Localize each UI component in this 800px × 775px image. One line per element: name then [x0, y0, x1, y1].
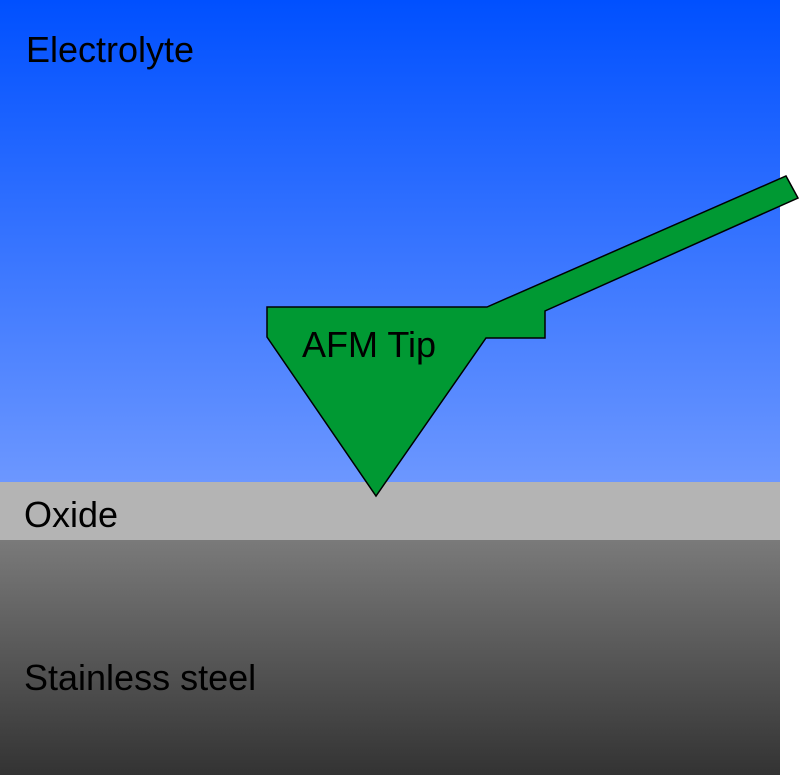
- oxide-label: Oxide: [24, 494, 119, 535]
- stainless-steel-label: Stainless steel: [24, 657, 257, 698]
- afm-tip-label: AFM Tip: [302, 324, 437, 365]
- electrolyte-label: Electrolyte: [26, 29, 195, 70]
- stainless-steel-layer: [0, 540, 780, 775]
- afm-tip-shape: [266, 175, 800, 498]
- oxide-layer: [0, 482, 780, 540]
